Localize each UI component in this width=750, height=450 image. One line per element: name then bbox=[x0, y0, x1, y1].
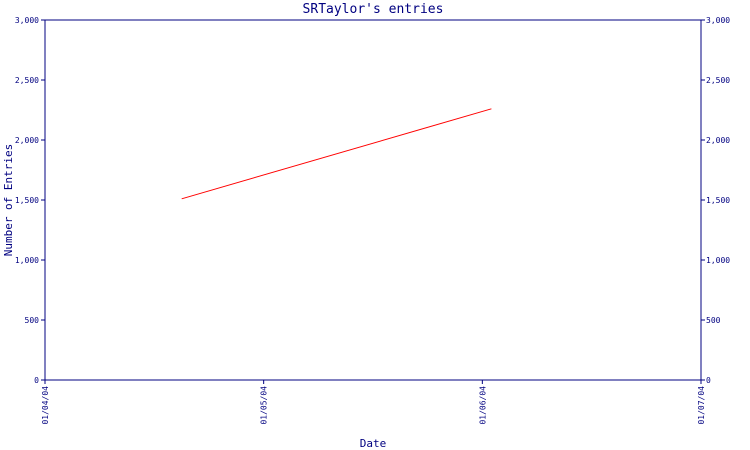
chart-title: SRTaylor's entries bbox=[303, 2, 444, 17]
y-tick-label-right: 3,000 bbox=[706, 16, 730, 25]
plot-frame bbox=[44, 19, 702, 381]
x-tick-label: 01/07/04 bbox=[697, 386, 706, 425]
y-axis-left: 0 500 1,000 1,500 2,000 2,500 3,000 bbox=[15, 16, 45, 385]
y-tick-label-left: 2,500 bbox=[15, 76, 39, 85]
y-tick-label-left: 3,000 bbox=[15, 16, 39, 25]
series-layer bbox=[181, 108, 492, 200]
series-line bbox=[181, 108, 492, 200]
y-tick-label-left: 1,500 bbox=[15, 196, 39, 205]
y-tick-label-right: 1,000 bbox=[706, 256, 730, 265]
y-tick-label-left: 1,000 bbox=[15, 256, 39, 265]
x-axis-title: Date bbox=[360, 437, 387, 450]
y-tick-label-right: 2,000 bbox=[706, 136, 730, 145]
y-tick-label-left: 2,000 bbox=[15, 136, 39, 145]
y-tick-label-right: 0 bbox=[706, 376, 711, 385]
y-tick-label-right: 2,500 bbox=[706, 76, 730, 85]
x-tick-label: 01/04/04 bbox=[41, 386, 50, 425]
x-axis: 01/04/04 01/05/04 01/06/04 01/07/04 bbox=[41, 380, 706, 425]
y-axis-right: 0 500 1,000 1,500 2,000 2,500 3,000 bbox=[701, 16, 730, 385]
y-tick-label-left: 0 bbox=[34, 376, 39, 385]
y-axis-title: Number of Entries bbox=[2, 144, 15, 257]
x-tick-label: 01/06/04 bbox=[478, 386, 487, 425]
y-tick-label-right: 500 bbox=[706, 316, 721, 325]
y-tick-label-right: 1,500 bbox=[706, 196, 730, 205]
y-tick-label-left: 500 bbox=[25, 316, 40, 325]
x-tick-label: 01/05/04 bbox=[260, 386, 269, 425]
